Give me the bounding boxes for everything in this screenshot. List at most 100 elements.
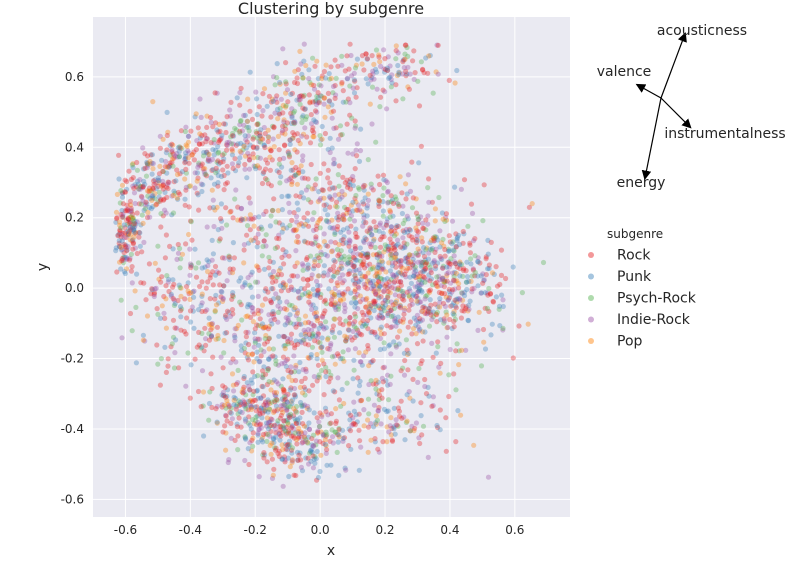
data-point: [301, 384, 307, 390]
data-point: [409, 301, 415, 307]
data-point: [464, 274, 471, 280]
data-point: [433, 246, 439, 252]
data-point: [385, 298, 391, 304]
data-point: [449, 289, 455, 295]
data-point: [447, 261, 453, 267]
data-point: [171, 365, 178, 371]
data-point: [294, 213, 300, 220]
data-point: [243, 418, 249, 424]
data-point: [377, 284, 383, 290]
data-point: [246, 216, 252, 222]
data-point: [346, 240, 352, 246]
data-point: [327, 135, 333, 141]
data-point: [289, 90, 295, 96]
data-point: [398, 270, 404, 276]
data-point: [224, 418, 230, 424]
data-point: [332, 95, 338, 101]
data-point: [223, 129, 229, 136]
data-point: [401, 372, 408, 378]
data-point: [341, 296, 347, 302]
data-point: [254, 111, 260, 118]
data-point: [308, 275, 314, 282]
data-point: [370, 71, 376, 77]
data-point: [287, 411, 294, 417]
data-point: [269, 123, 276, 129]
data-point: [377, 326, 383, 332]
data-point: [418, 259, 424, 265]
data-point: [346, 271, 352, 277]
loading-label: acousticness: [657, 23, 747, 39]
data-point: [316, 98, 322, 104]
data-point: [427, 278, 433, 284]
data-point: [226, 402, 232, 408]
data-point: [402, 217, 408, 223]
data-point: [265, 134, 271, 140]
data-point: [480, 271, 486, 277]
data-point: [276, 147, 282, 153]
data-point: [305, 289, 311, 295]
data-point: [256, 226, 262, 232]
data-point: [158, 211, 164, 217]
data-point: [297, 450, 303, 456]
data-point: [379, 234, 385, 240]
data-point: [385, 200, 391, 206]
data-point: [204, 173, 210, 179]
data-point: [206, 151, 212, 157]
data-point: [164, 170, 170, 176]
data-point: [259, 435, 265, 441]
data-point: [351, 77, 357, 83]
data-point: [214, 127, 220, 133]
data-point: [382, 66, 389, 73]
data-point: [138, 193, 145, 199]
data-point: [132, 223, 138, 229]
data-point: [345, 206, 351, 212]
data-point: [128, 214, 134, 220]
data-point: [127, 198, 133, 204]
data-point: [204, 136, 210, 142]
data-point: [121, 222, 127, 228]
data-point: [255, 240, 261, 246]
data-point: [247, 69, 253, 75]
data-point: [481, 182, 487, 188]
data-point: [289, 113, 295, 119]
data-point: [236, 402, 242, 408]
data-point: [381, 340, 387, 346]
data-point: [305, 184, 311, 190]
data-point: [351, 420, 357, 426]
data-point: [269, 274, 275, 280]
data-point: [245, 446, 251, 452]
data-point: [241, 142, 247, 148]
data-point: [252, 330, 258, 336]
data-point: [247, 200, 253, 206]
data-point: [217, 282, 223, 288]
data-point: [262, 407, 268, 413]
data-point: [241, 242, 247, 248]
data-point: [238, 205, 244, 211]
data-point: [186, 160, 192, 166]
data-point: [278, 424, 284, 430]
data-point: [367, 227, 373, 233]
data-point: [314, 317, 320, 324]
data-point: [279, 207, 285, 213]
data-point: [353, 257, 359, 263]
data-point: [292, 120, 298, 126]
data-point: [201, 433, 207, 439]
data-point: [408, 280, 414, 286]
data-point: [124, 266, 130, 272]
data-point: [288, 91, 294, 97]
data-point: [122, 243, 128, 249]
data-point: [315, 428, 321, 434]
data-point: [364, 56, 370, 62]
loading-arrow: [660, 32, 687, 99]
data-point: [452, 303, 458, 309]
data-point: [363, 252, 369, 258]
data-point: [305, 403, 311, 409]
data-point: [308, 458, 314, 464]
data-point: [149, 171, 155, 177]
data-point: [411, 273, 417, 279]
data-point: [287, 141, 293, 147]
data-point: [216, 238, 222, 244]
data-point: [409, 159, 415, 165]
data-point: [315, 429, 321, 435]
data-point: [375, 407, 381, 414]
